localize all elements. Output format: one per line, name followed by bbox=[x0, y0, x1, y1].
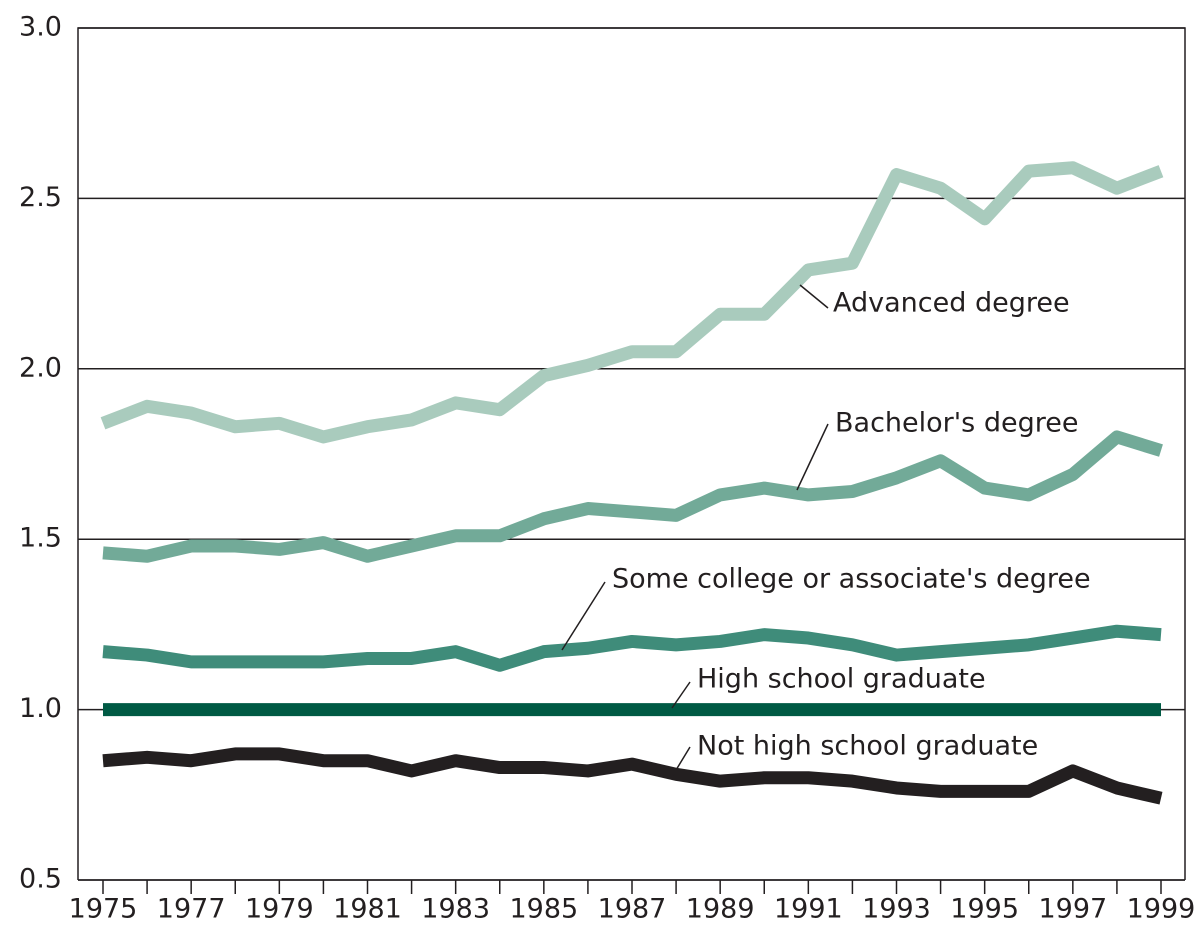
series-line bbox=[102, 430, 1163, 563]
series-label: Bachelor's degree bbox=[835, 408, 1078, 439]
series-line bbox=[100, 161, 1164, 444]
leader-line bbox=[796, 423, 829, 491]
x-tick-label: 1985 bbox=[509, 894, 578, 925]
leader-line bbox=[672, 746, 691, 776]
x-tick-label: 1997 bbox=[1038, 894, 1107, 925]
leader-line bbox=[799, 284, 829, 309]
y-tick-label: 1.5 bbox=[19, 523, 62, 554]
leader-line bbox=[671, 681, 691, 709]
series-line bbox=[102, 624, 1162, 672]
x-tick-label: 1983 bbox=[421, 894, 490, 925]
x-tick-label: 1981 bbox=[333, 894, 402, 925]
series-line bbox=[102, 747, 1163, 805]
series-label: High school graduate bbox=[697, 664, 986, 695]
x-tick-label: 1999 bbox=[1127, 894, 1196, 925]
x-tick-label: 1993 bbox=[862, 894, 931, 925]
series-label: Advanced degree bbox=[833, 288, 1070, 319]
x-tick-label: 1989 bbox=[686, 894, 755, 925]
y-tick-label: 0.5 bbox=[19, 864, 62, 895]
leader-line bbox=[561, 581, 606, 651]
y-tick-label: 2.5 bbox=[19, 182, 62, 213]
x-tick-label: 1975 bbox=[69, 894, 138, 925]
x-tick-label: 1977 bbox=[157, 894, 226, 925]
x-tick-label: 1979 bbox=[245, 894, 314, 925]
x-tick-label: 1991 bbox=[774, 894, 843, 925]
series-label: Not high school graduate bbox=[697, 731, 1038, 762]
y-tick-label: 2.0 bbox=[19, 352, 62, 383]
series-label: Some college or associate's degree bbox=[612, 564, 1091, 595]
x-tick-label: 1995 bbox=[950, 894, 1019, 925]
y-tick-label: 3.0 bbox=[19, 12, 62, 43]
y-tick-label: 1.0 bbox=[19, 693, 62, 724]
x-tick-label: 1987 bbox=[598, 894, 667, 925]
